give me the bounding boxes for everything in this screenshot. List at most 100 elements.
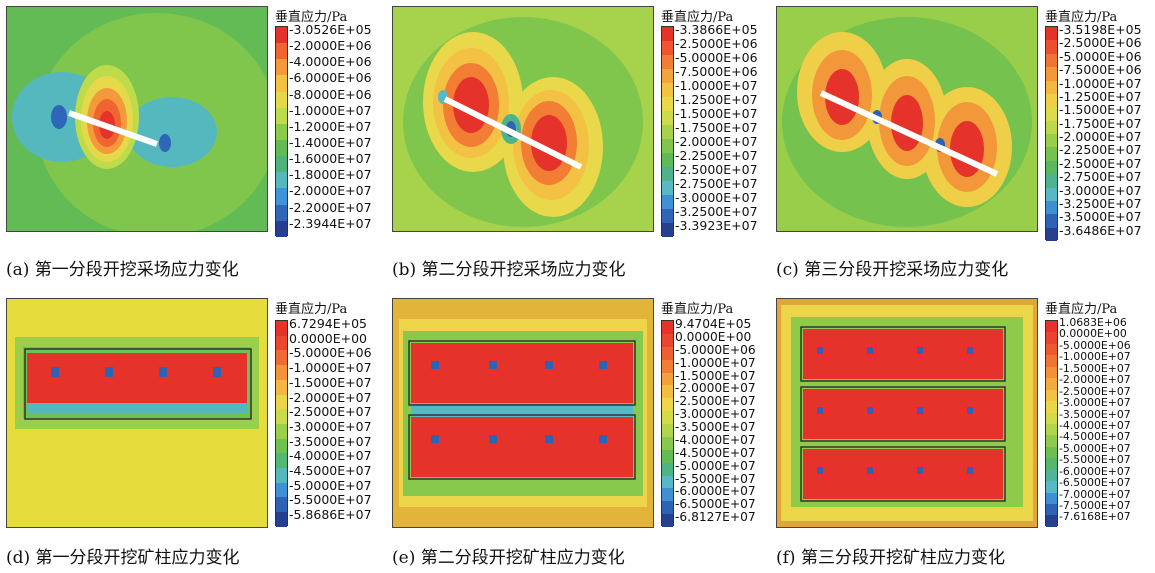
- colorbar-label: -6.0000E+07: [675, 484, 756, 499]
- colorbar-swatch: [662, 125, 673, 139]
- colorbar-label: -2.0000E+07: [1059, 373, 1131, 387]
- colorbar-label: -2.0000E+07: [289, 183, 372, 199]
- colorbar-labels-d: 6.7294E+05 0.0000E+00 -5.0000E+06 -1.0000E+…: [289, 317, 372, 524]
- colorbar-swatch: [276, 394, 287, 410]
- colorbar-swatch: [276, 438, 287, 454]
- colorbar-label: -7.0000E+07: [1059, 487, 1131, 501]
- colorbar-label: -1.5000E+07: [1059, 361, 1131, 375]
- colorbar-e: [661, 320, 674, 527]
- colorbar-swatch: [662, 139, 673, 153]
- colorbar-label: -2.2500E+07: [675, 148, 758, 163]
- colorbar-b: [661, 26, 674, 237]
- colorbar-labels-c: -3.5198E+05 -2.5000E+06 -5.0000E+06 -7.5000…: [1059, 22, 1142, 238]
- colorbar-label: -4.5000E+07: [1059, 430, 1131, 444]
- colorbar-swatch: [276, 107, 287, 124]
- colorbar-label: -1.7500E+07: [1059, 115, 1142, 131]
- colorbar-label: -1.5000E+07: [675, 368, 756, 383]
- colorbar-label: -1.7500E+07: [675, 120, 758, 135]
- colorbar-swatch: [1046, 227, 1057, 241]
- colorbar-label: -4.0000E+07: [1059, 418, 1131, 432]
- colorbar-swatch: [662, 111, 673, 125]
- colorbar-swatch: [662, 83, 673, 97]
- colorbar-swatch: [1046, 469, 1057, 482]
- colorbar-swatch: [662, 462, 673, 476]
- colorbar-swatch: [276, 321, 287, 336]
- colorbar-label: -3.2500E+07: [675, 204, 758, 219]
- colorbar-label: -3.5000E+07: [1059, 209, 1142, 225]
- colorbar-label: -2.2000E+07: [289, 199, 372, 215]
- colorbar-swatch: [1046, 458, 1057, 470]
- colorbar-swatch: [276, 27, 287, 44]
- colorbar-label: -3.0000E+07: [1059, 396, 1131, 410]
- colorbar-label: -2.2500E+07: [1059, 142, 1142, 158]
- colorbar-swatch: [662, 398, 673, 412]
- colorbar-label: -4.0000E+06: [289, 54, 372, 70]
- plot-f: [776, 298, 1038, 528]
- colorbar-swatch: [276, 468, 287, 483]
- colorbar-labels-b: -3.3866E+05 -2.5000E+06 -5.0000E+06 -7.5000…: [675, 23, 758, 234]
- colorbar-label: -2.5000E+07: [289, 404, 372, 420]
- colorbar-swatch: [662, 411, 673, 424]
- colorbar-swatch: [276, 59, 287, 76]
- colorbar-swatch: [662, 167, 673, 181]
- colorbar-label: -3.6486E+07: [1059, 222, 1142, 238]
- colorbar-label: -1.5000E+07: [675, 106, 758, 121]
- colorbar-swatch: [662, 514, 673, 527]
- plot-a: [6, 6, 268, 232]
- colorbar-swatch: [662, 475, 673, 489]
- colorbar-swatch: [662, 333, 673, 347]
- colorbar-swatch: [1046, 147, 1057, 161]
- colorbar-c: [1045, 26, 1058, 241]
- plot-e: [392, 298, 654, 528]
- colorbar-label: -2.5000E+07: [675, 394, 756, 409]
- colorbar-label: -3.5000E+07: [1059, 407, 1131, 421]
- colorbar-swatch: [276, 497, 287, 513]
- colorbar-swatch: [662, 195, 673, 209]
- colorbar-label: -6.5000E+07: [675, 497, 756, 512]
- colorbar-label: -1.0000E+07: [1059, 350, 1131, 364]
- colorbar-swatch: [1046, 446, 1057, 459]
- colorbar-swatch: [662, 69, 673, 83]
- colorbar-label: -1.2500E+07: [1059, 88, 1142, 104]
- colorbar-label: -3.5198E+05: [1059, 22, 1142, 37]
- colorbar-label: -7.5000E+06: [1059, 62, 1142, 78]
- colorbar-label: -2.5000E+07: [1059, 384, 1131, 398]
- colorbar-swatch: [1046, 80, 1057, 94]
- colorbar-swatch: [1046, 515, 1057, 527]
- colorbar-label: -2.0000E+06: [289, 38, 372, 54]
- colorbar-swatch: [1046, 93, 1057, 108]
- colorbar-swatch: [1046, 504, 1057, 516]
- plot-d: [6, 298, 268, 528]
- colorbar-swatch: [276, 423, 287, 439]
- colorbar-label: -2.5000E+07: [1059, 155, 1142, 171]
- colorbar-swatch: [662, 55, 673, 69]
- colorbar-swatch: [662, 223, 673, 237]
- colorbar-swatch: [276, 220, 287, 237]
- colorbar-label: -2.5000E+06: [675, 36, 758, 51]
- colorbar-label: -5.0000E+06: [675, 342, 756, 357]
- colorbar-swatch: [1046, 332, 1057, 344]
- colorbar-label: -6.8127E+07: [675, 510, 756, 525]
- colorbar-label: -4.5000E+07: [675, 445, 756, 460]
- colorbar-swatch: [1046, 355, 1057, 367]
- colorbar-label: 0.0000E+00: [1059, 327, 1127, 341]
- colorbar-swatch: [1046, 389, 1057, 402]
- colorbar-a: [275, 26, 288, 237]
- colorbar-label: -2.3944E+07: [289, 215, 372, 231]
- colorbar-label: -1.8000E+07: [289, 167, 372, 183]
- colorbar-swatch: [1046, 120, 1057, 134]
- colorbar-label: -2.7500E+07: [675, 176, 758, 191]
- colorbar-f: [1045, 320, 1058, 527]
- colorbar-labels-a: -3.0526E+05 -2.0000E+06 -4.0000E+06 -6.0000…: [289, 23, 372, 234]
- colorbar-swatch: [662, 424, 673, 437]
- colorbar-swatch: [1046, 214, 1057, 228]
- legend-f: 垂直应力/Pa 1.0683E+06 0.0000E+00 -5.0000E+06-…: [1045, 298, 1155, 532]
- colorbar-swatch: [662, 209, 673, 223]
- colorbar-d: [275, 320, 288, 527]
- colorbar-label: 0.0000E+00: [289, 330, 368, 346]
- colorbar-label: -5.0000E+06: [1059, 338, 1131, 352]
- colorbar-swatch: [1046, 67, 1057, 81]
- colorbar-label: -3.3923E+07: [675, 218, 758, 233]
- caption-e: (e) 第二分段开挖矿柱应力变化: [392, 548, 625, 568]
- colorbar-swatch: [276, 379, 287, 395]
